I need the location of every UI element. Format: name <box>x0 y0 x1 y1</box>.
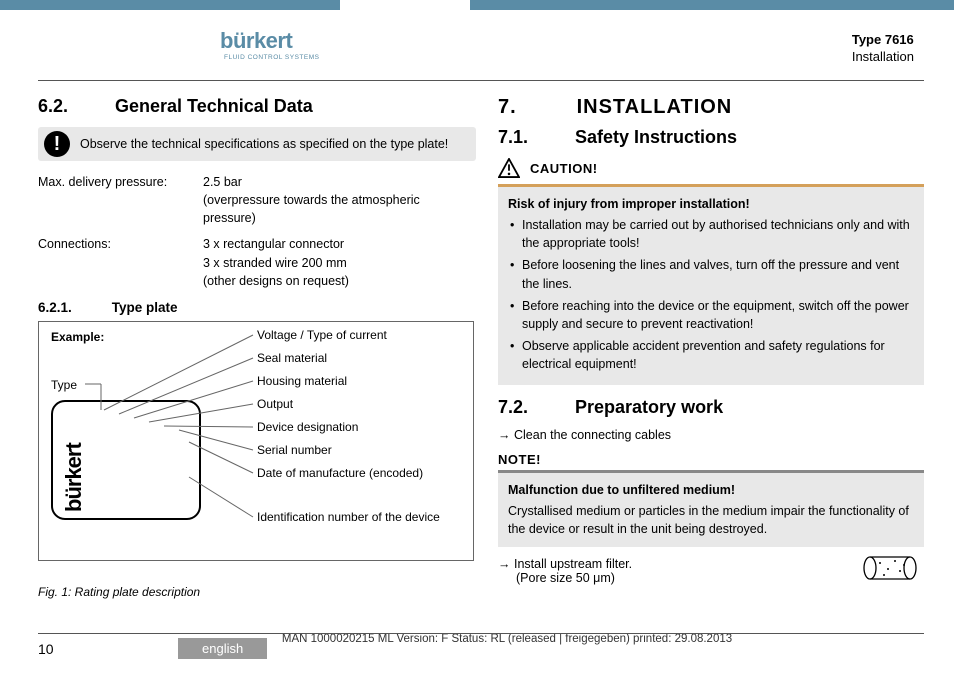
spec-row: Max. delivery pressure: 2.5 bar (overpre… <box>38 173 476 227</box>
heading-num: 7. <box>498 96 570 119</box>
heading-text: Type plate <box>112 300 178 315</box>
doc-type: Type 7616 <box>852 32 914 47</box>
callout-serial: Serial number <box>257 443 465 458</box>
spec-value: 2.5 bar (overpressure towards the atmosp… <box>203 173 476 227</box>
warning-triangle-icon <box>498 158 520 178</box>
heading-7-2: 7.2. Preparatory work <box>498 397 924 418</box>
figure-frame: Example: Type bürkert Voltage / Type of … <box>38 321 474 561</box>
right-column: 7. INSTALLATION 7.1. Safety Instructions… <box>498 96 924 585</box>
heading-text: General Technical Data <box>115 96 313 116</box>
caution-item: Before reaching into the device or the e… <box>508 297 914 333</box>
heading-text: INSTALLATION <box>577 96 733 118</box>
spec-label: Connections: <box>38 235 203 289</box>
heading-num: 6.2. <box>38 96 110 117</box>
note-label: NOTE! <box>498 452 924 467</box>
top-bar-right <box>470 0 954 10</box>
callout-voltage: Voltage / Type of current <box>257 328 465 343</box>
filter-icon <box>860 551 920 588</box>
type-plate-figure: Example: Type bürkert Voltage / Type of … <box>38 321 476 581</box>
callout-ident: Identification number of the device <box>257 510 465 525</box>
tech-specs: Max. delivery pressure: 2.5 bar (overpre… <box>38 173 476 290</box>
caution-label: CAUTION! <box>530 161 598 176</box>
heading-7: 7. INSTALLATION <box>498 96 924 119</box>
note-box: Malfunction due to unfiltered medium! Cr… <box>498 470 924 546</box>
brand-tagline: FLUID CONTROL SYSTEMS <box>224 54 320 61</box>
spec-value: 3 x rectangular connector 3 x stranded w… <box>203 235 476 289</box>
caution-item: Observe applicable accident prevention a… <box>508 337 914 373</box>
vertical-logo: bürkert <box>61 443 87 512</box>
heading-num: 7.1. <box>498 127 570 148</box>
observe-note: ! Observe the technical specifications a… <box>38 127 476 161</box>
spec-val-line: 3 x rectangular connector <box>203 237 344 251</box>
caution-box: Risk of injury from improper installatio… <box>498 184 924 385</box>
example-label: Example: <box>51 330 104 344</box>
callout-date: Date of manufacture (encoded) <box>257 466 465 481</box>
heading-text: Preparatory work <box>575 397 723 417</box>
observe-note-text: Observe the technical specifications as … <box>80 136 448 153</box>
heading-num: 7.2. <box>498 397 570 418</box>
exclamation-icon: ! <box>44 131 70 157</box>
page-number: 10 <box>38 641 98 657</box>
caution-header: CAUTION! <box>498 158 924 178</box>
header-meta: Type 7616 Installation <box>852 32 914 64</box>
heading-6-2-1: 6.2.1. Type plate <box>38 300 476 315</box>
heading-num: 6.2.1. <box>38 300 108 315</box>
spec-label: Max. delivery pressure: <box>38 173 203 227</box>
doc-section: Installation <box>852 49 914 64</box>
heading-6-2: 6.2. General Technical Data <box>38 96 476 117</box>
caution-list: Installation may be carried out by autho… <box>508 216 914 373</box>
top-bar-left <box>0 0 340 10</box>
caution-title: Risk of injury from improper installatio… <box>508 195 914 213</box>
heading-7-1: 7.1. Safety Instructions <box>498 127 924 148</box>
brand-logo: bürkert <box>220 28 292 54</box>
page-footer: 10 english <box>38 633 924 659</box>
type-label: Type <box>51 378 77 392</box>
callout-output: Output <box>257 397 465 412</box>
figure-caption: Fig. 1: Rating plate description <box>38 585 476 599</box>
spec-val-line: 3 x stranded wire 200 mm <box>203 256 347 270</box>
page-header: bürkert FLUID CONTROL SYSTEMS Type 7616 … <box>0 20 954 80</box>
note-body: Crystallised medium or particles in the … <box>508 502 914 538</box>
left-column: 6.2. General Technical Data ! Observe th… <box>38 96 476 599</box>
caution-item: Before loosening the lines and valves, t… <box>508 256 914 292</box>
spec-val-line: 2.5 bar <box>203 175 242 189</box>
language-badge: english <box>178 638 267 659</box>
spec-val-line: (other designs on request) <box>203 274 349 288</box>
step-clean: Clean the connecting cables <box>498 428 924 442</box>
heading-text: Safety Instructions <box>575 127 737 147</box>
caution-item: Installation may be carried out by autho… <box>508 216 914 252</box>
callout-device: Device designation <box>257 420 465 435</box>
spec-row: Connections: 3 x rectangular connector 3… <box>38 235 476 289</box>
callout-housing: Housing material <box>257 374 465 389</box>
callout-seal: Seal material <box>257 351 465 366</box>
spec-val-line: (overpressure towards the atmospheric pr… <box>203 193 420 225</box>
install-step: Install upstream filter. (Pore size 50 μ… <box>498 557 924 585</box>
header-rule <box>38 80 924 81</box>
note-title: Malfunction due to unfiltered medium! <box>508 481 914 499</box>
